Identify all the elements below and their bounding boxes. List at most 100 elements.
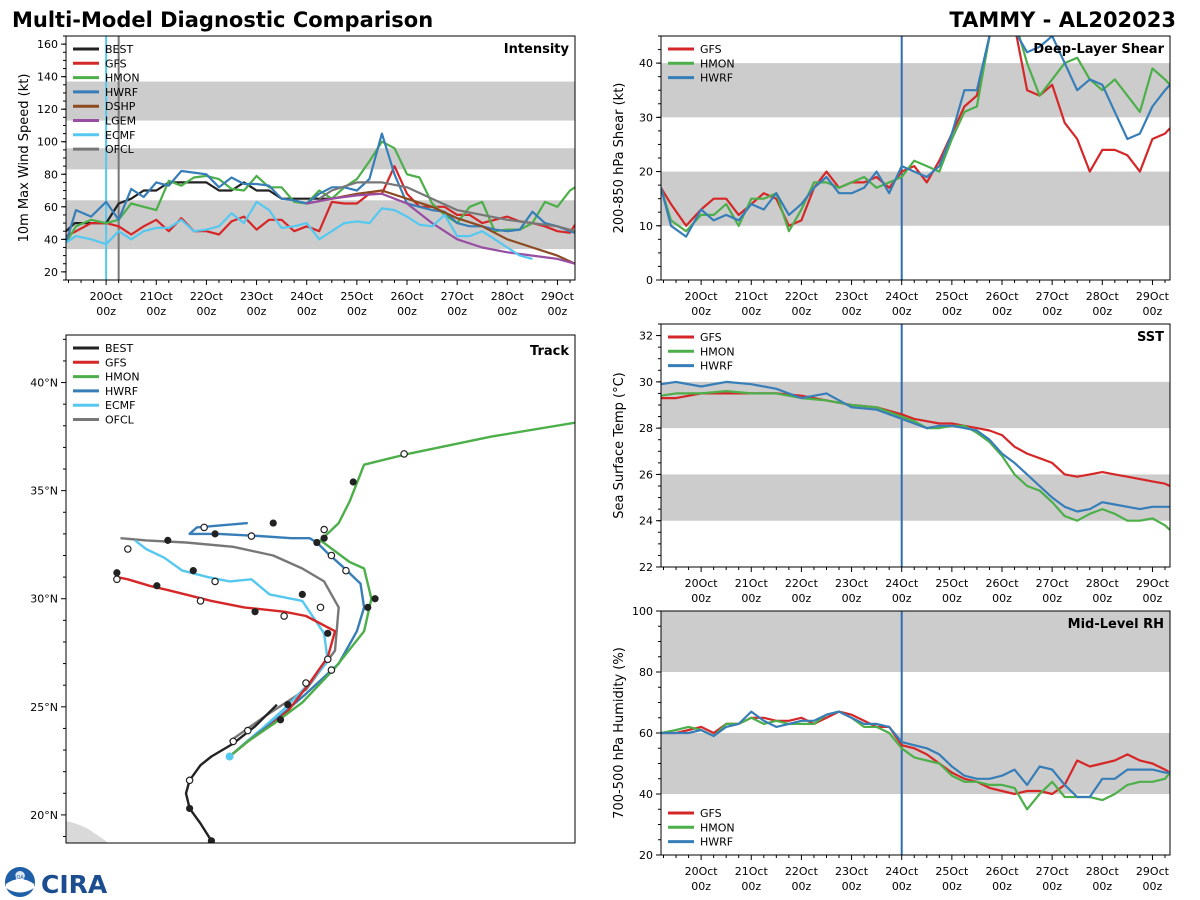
rh-legend-label-hmon: HMON (700, 821, 735, 834)
rh-xtick-label: 20Oct (685, 865, 719, 878)
intensity-xtick-label: 23Oct (240, 290, 274, 303)
track-legend-label-gfs: GFS (105, 356, 127, 369)
sst-ytick-label: 30 (639, 376, 653, 389)
intensity-xtick-label: 28Oct (491, 290, 525, 303)
sst-xtick-label: 00z (892, 592, 912, 605)
track-series-best (184, 703, 278, 842)
shear-panel: 0 10 20 30 40 20Oct 00z 21Oct 00z 22Oct 00z 23Oct 00… (612, 35, 1171, 318)
sst-xtick-label: 00z (1143, 592, 1163, 605)
rh-band (661, 733, 1170, 794)
shear-xtick-label: 00z (1092, 305, 1112, 318)
sst-ytick-label: 22 (639, 561, 653, 574)
rh-ytick-label: 20 (639, 849, 653, 862)
intensity-panel: 20 40 60 80 100 120 140 160 20Oct 00z 21Oct 00z 22Oc… (17, 35, 576, 318)
sst-xtick-label: 20Oct (685, 577, 719, 590)
track-marker-open (196, 597, 205, 605)
track-marker-filled (364, 603, 372, 611)
intensity-xtick-label: 21Oct (140, 290, 174, 303)
rh-xtick-label: 25Oct (935, 865, 969, 878)
track-marker-filled (313, 538, 321, 547)
track-marker-open (327, 666, 336, 674)
track-marker-filled (207, 837, 216, 843)
sst-xtick-label: 00z (691, 592, 711, 605)
intensity-xtick-label: 00z (297, 305, 317, 318)
sst-xtick-label: 00z (842, 592, 862, 605)
shear-xtick-label: 00z (1143, 305, 1163, 318)
sst-ylabel: Sea Surface Temp (°C) (612, 372, 627, 519)
sst-xtick-label: 21Oct (735, 577, 769, 590)
shear-xtick-label: 00z (691, 305, 711, 318)
intensity-ytick-label: 60 (44, 201, 58, 214)
rh-xtick-label: 00z (892, 880, 912, 893)
shear-xtick-label: 00z (942, 305, 962, 318)
rh-series-group (661, 710, 1170, 811)
track-marker-filled (349, 478, 357, 486)
shear-band (661, 171, 1170, 226)
shear-ytick-label: 0 (646, 274, 653, 287)
shear-ytick-label: 30 (639, 111, 653, 124)
sst-band (661, 381, 1170, 429)
shear-xtick-label: 00z (741, 305, 761, 318)
track-marker-open (113, 575, 121, 584)
track-marker-filled (298, 590, 306, 599)
intensity-xtick-label: 00z (497, 305, 517, 318)
shear-legend-label-gfs: GFS (700, 43, 722, 56)
sst-xtick-label: 29Oct (1136, 577, 1170, 590)
shear-xtick-label: 00z (1042, 305, 1062, 318)
rh-xtick-label: 26Oct (985, 865, 1019, 878)
figure-title-left: Multi-Model Diagnostic Comparison (12, 8, 433, 32)
shear-xtick-label: 26Oct (985, 290, 1019, 303)
track-marker-filled (186, 804, 194, 813)
intensity-legend-label-hmon: HMON (105, 72, 140, 85)
intensity-xtick-label: 27Oct (441, 290, 475, 303)
rh-series-hmon (661, 710, 1170, 811)
intensity-legend-label-gfs: GFS (105, 57, 127, 70)
track-marker-open (342, 566, 350, 575)
track-marker-filled (113, 569, 121, 577)
track-marker-filled (189, 567, 197, 575)
shear-band (661, 63, 1170, 118)
track-series-ofcl (120, 537, 340, 743)
track-series-gfs (116, 575, 337, 758)
rh-xtick-label: 00z (942, 880, 962, 893)
sst-xtick-label: 23Oct (835, 577, 869, 590)
track-marker-filled (153, 582, 161, 590)
track-series-ecmf (134, 539, 329, 758)
shear-xtick-label: 23Oct (835, 290, 869, 303)
rh-xtick-label: 00z (691, 880, 711, 893)
rh-title: Mid-Level RH (1068, 617, 1164, 632)
rh-xtick-label: 00z (741, 880, 761, 893)
cira-logo-text: CIRA (41, 870, 108, 899)
shear-xtick-label: 20Oct (685, 290, 719, 303)
track-legend-label-hmon: HMON (105, 371, 140, 384)
shear-xtick-label: 22Oct (785, 290, 819, 303)
intensity-legend-label-lgem: LGEM (105, 115, 136, 128)
rh-xtick-label: 00z (1092, 880, 1112, 893)
intensity-ytick-label: 80 (44, 168, 58, 181)
shear-legend-label-hmon: HMON (700, 57, 735, 70)
rh-ylabel: 700-500 hPa Humidity (%) (612, 647, 627, 819)
intensity-xtick-label: 20Oct (90, 290, 124, 303)
figure-title-right: TAMMY - AL202023 (949, 8, 1176, 32)
track-marker-open (247, 532, 256, 540)
sst-xtick-label: 26Oct (985, 577, 1019, 590)
track-land-shape (66, 821, 108, 843)
shear-ytick-label: 10 (639, 220, 653, 233)
sst-ytick-label: 24 (639, 515, 653, 528)
shear-xtick-label: 00z (992, 305, 1012, 318)
track-marker-open (200, 523, 208, 532)
shear-series-group (661, 36, 1170, 238)
rh-band (661, 611, 1170, 672)
intensity-xtick-label: 24Oct (290, 290, 324, 303)
rh-xtick-label: 23Oct (835, 865, 869, 878)
track-marker-open (327, 551, 336, 560)
rh-xtick-label: 00z (1042, 880, 1062, 893)
intensity-title: Intensity (504, 42, 570, 57)
track-marker-filled (164, 536, 172, 544)
intensity-series-group (66, 132, 575, 265)
track-marker-open (302, 679, 310, 687)
track-series-group (66, 421, 575, 843)
rh-xtick-label: 00z (842, 880, 862, 893)
track-frame (65, 334, 576, 844)
